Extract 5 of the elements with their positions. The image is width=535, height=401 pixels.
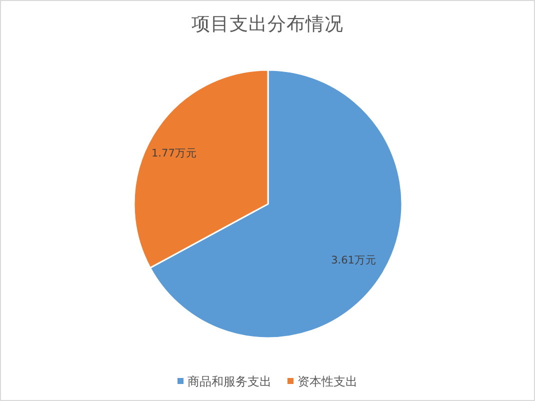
legend-label: 资本性支出 [298,374,358,388]
data-label: 1.77万元 [152,148,197,160]
chart-title: 项目支出分布情况 [192,14,344,35]
data-label: 3.61万元 [331,254,376,266]
legend-label: 商品和服务支出 [188,374,272,388]
